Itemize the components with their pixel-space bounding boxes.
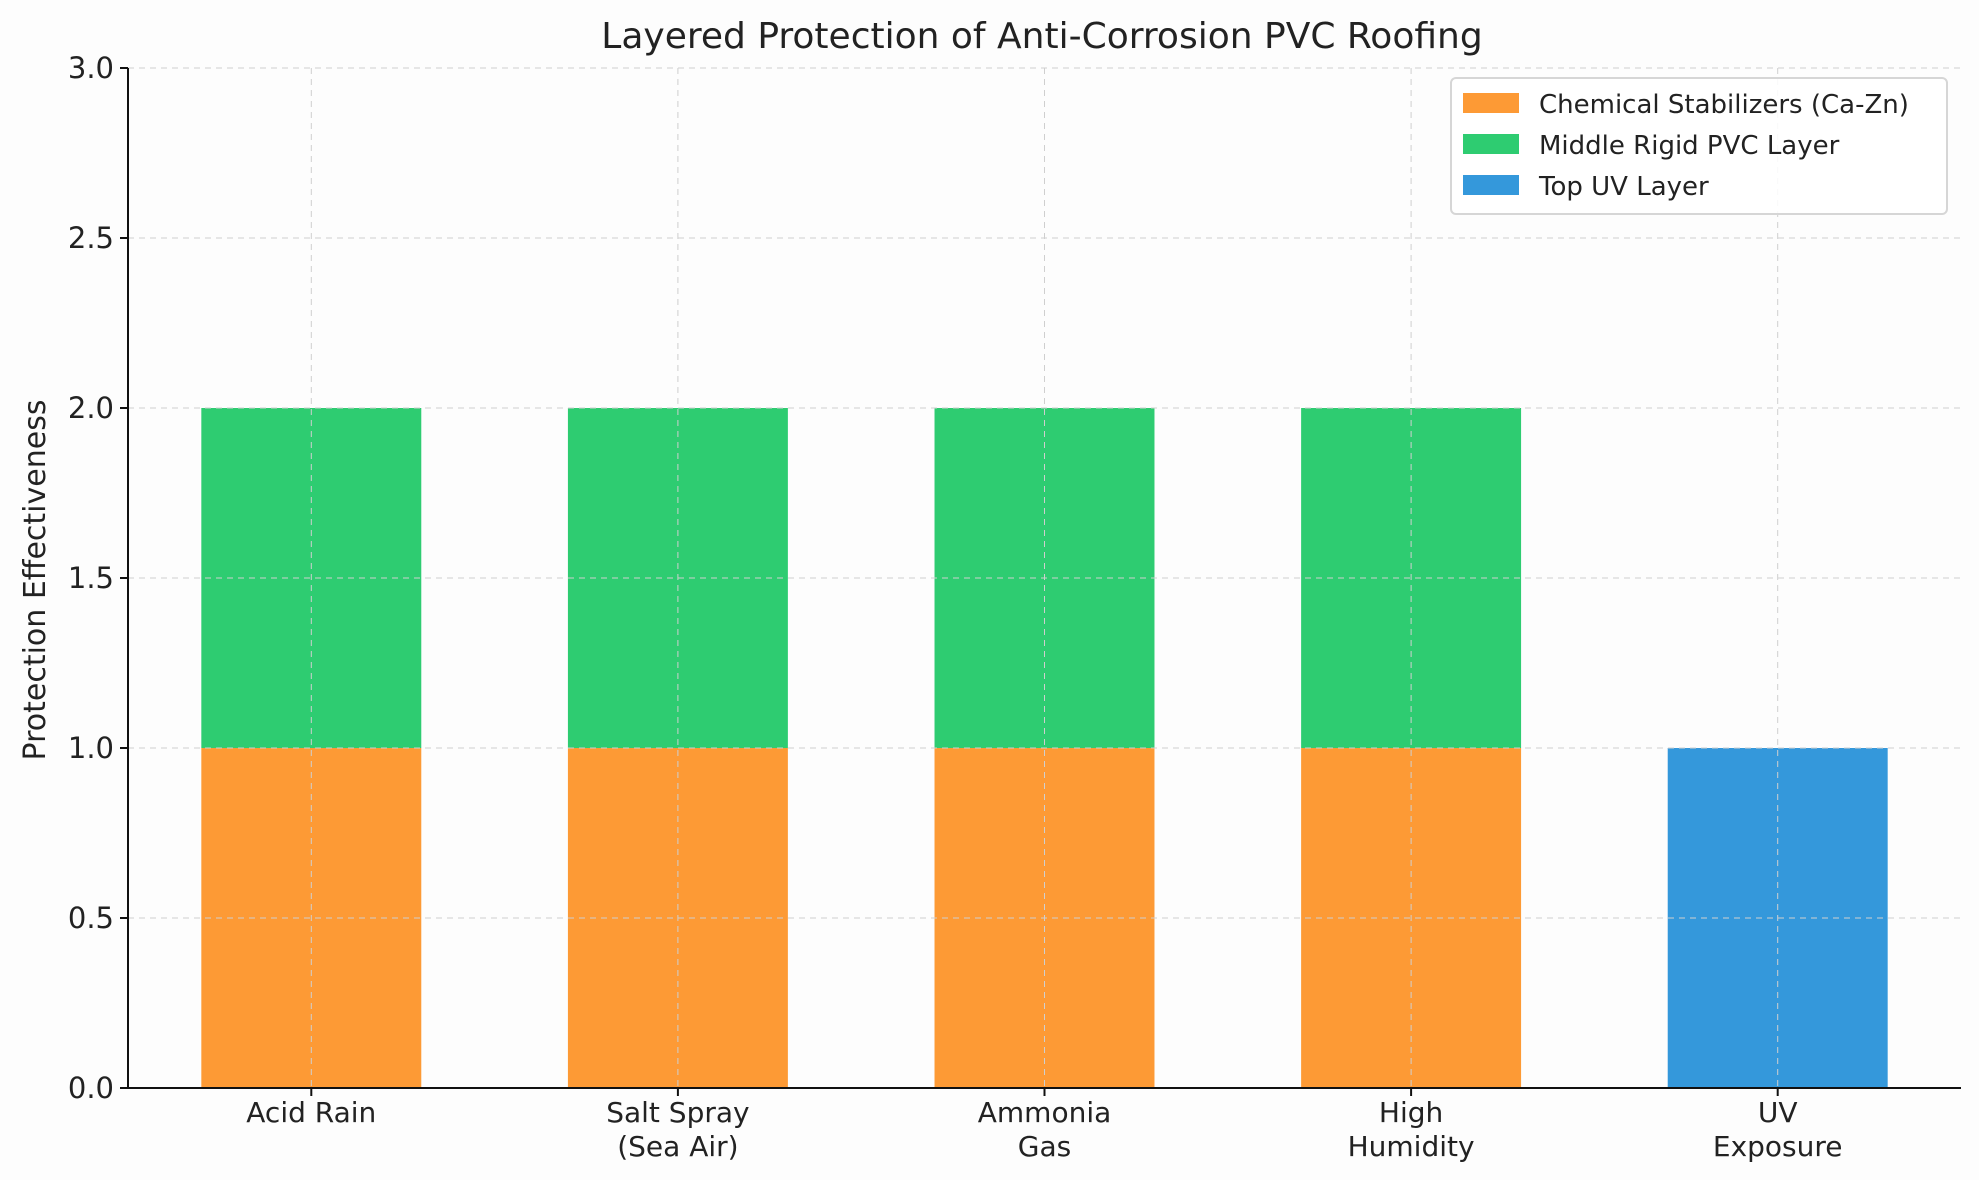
y-tick-label-5: 2.5: [68, 221, 114, 255]
chart-title: Layered Protection of Anti-Corrosion PVC…: [601, 16, 1482, 57]
legend-label-0: Chemical Stabilizers (Ca-Zn): [1539, 90, 1909, 120]
x-tick-label-2-0: Ammonia: [978, 1096, 1112, 1129]
y-tick-label-0: 0.0: [68, 1071, 114, 1105]
x-tick-label-0-0: Acid Rain: [246, 1096, 376, 1129]
legend-swatch-1: [1463, 134, 1519, 154]
legend: Chemical Stabilizers (Ca-Zn) Middle Rigid…: [1450, 77, 1948, 215]
y-tick-label-2: 1.0: [68, 731, 114, 765]
y-tick-label-1: 0.5: [68, 901, 114, 935]
x-tick-label-1-0: Salt Spray: [606, 1096, 749, 1129]
y-tick-label-6: 3.0: [68, 51, 114, 85]
legend-label-2: Top UV Layer: [1538, 172, 1709, 202]
x-tick-label-3-1: Humidity: [1348, 1130, 1475, 1163]
legend-swatch-0: [1463, 93, 1519, 113]
x-tick-label-4-0: UV: [1758, 1096, 1798, 1129]
legend-box: [1450, 77, 1948, 215]
x-tick-label-3-0: High: [1379, 1096, 1443, 1129]
legend-label-1: Middle Rigid PVC Layer: [1539, 131, 1840, 161]
x-tick-label-2-1: Gas: [1018, 1130, 1071, 1163]
x-tick-label-4-1: Exposure: [1713, 1130, 1843, 1163]
axes-layer: 0.0 0.5 1.0 1.5 2.0 2.5 3.0 Acid Rain Salt Spray…: [68, 51, 1961, 1163]
y-tick-label-4: 2.0: [68, 391, 114, 425]
y-axis-label: Protection Effectiveness: [18, 400, 53, 761]
legend-swatch-2: [1463, 175, 1519, 195]
y-tick-label-3: 1.5: [68, 561, 114, 595]
x-tick-label-1-1: (Sea Air): [617, 1130, 738, 1163]
